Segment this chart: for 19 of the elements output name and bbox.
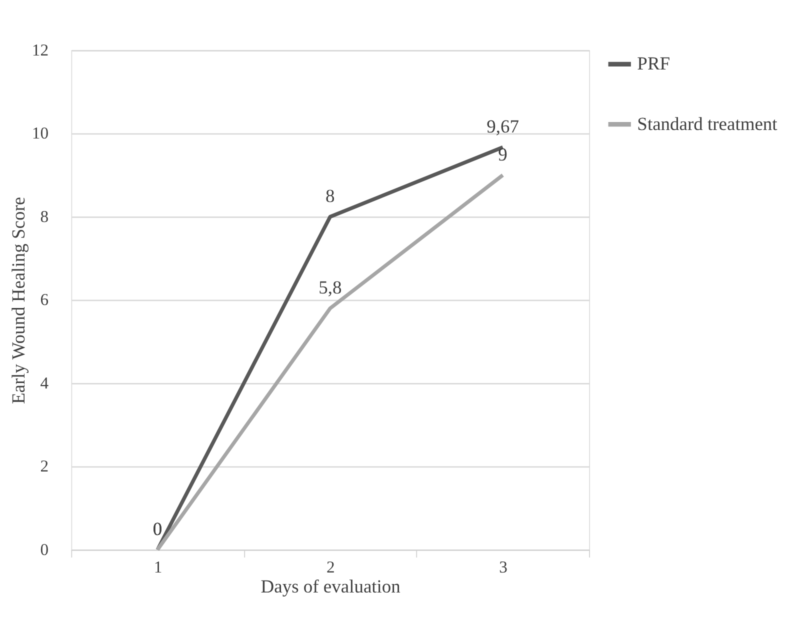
data-label: 9	[498, 144, 508, 164]
legend-label: PRF	[637, 54, 670, 74]
x-tick-label: 1	[154, 557, 162, 576]
y-tick-label: 4	[40, 373, 50, 392]
x-axis-title: Days of evaluation	[260, 576, 400, 597]
x-tick-label: 2	[326, 557, 335, 576]
data-label: 9,67	[486, 116, 519, 136]
y-tick-label: 0	[40, 540, 49, 559]
y-tick-label: 8	[40, 206, 49, 226]
y-tick-label: 2	[40, 456, 49, 476]
y-axis-title: Early Wound Healing Score	[8, 196, 29, 404]
y-tick-label: 12	[32, 40, 49, 60]
data-label: 8	[326, 186, 335, 206]
y-tick-label: 6	[40, 290, 49, 310]
data-label: 0	[152, 518, 162, 539]
legend-label: Standard treatment	[637, 114, 778, 134]
y-tick-label: 10	[32, 124, 49, 143]
data-label: 5,8	[318, 278, 342, 298]
x-tick-label: 3	[499, 557, 508, 576]
